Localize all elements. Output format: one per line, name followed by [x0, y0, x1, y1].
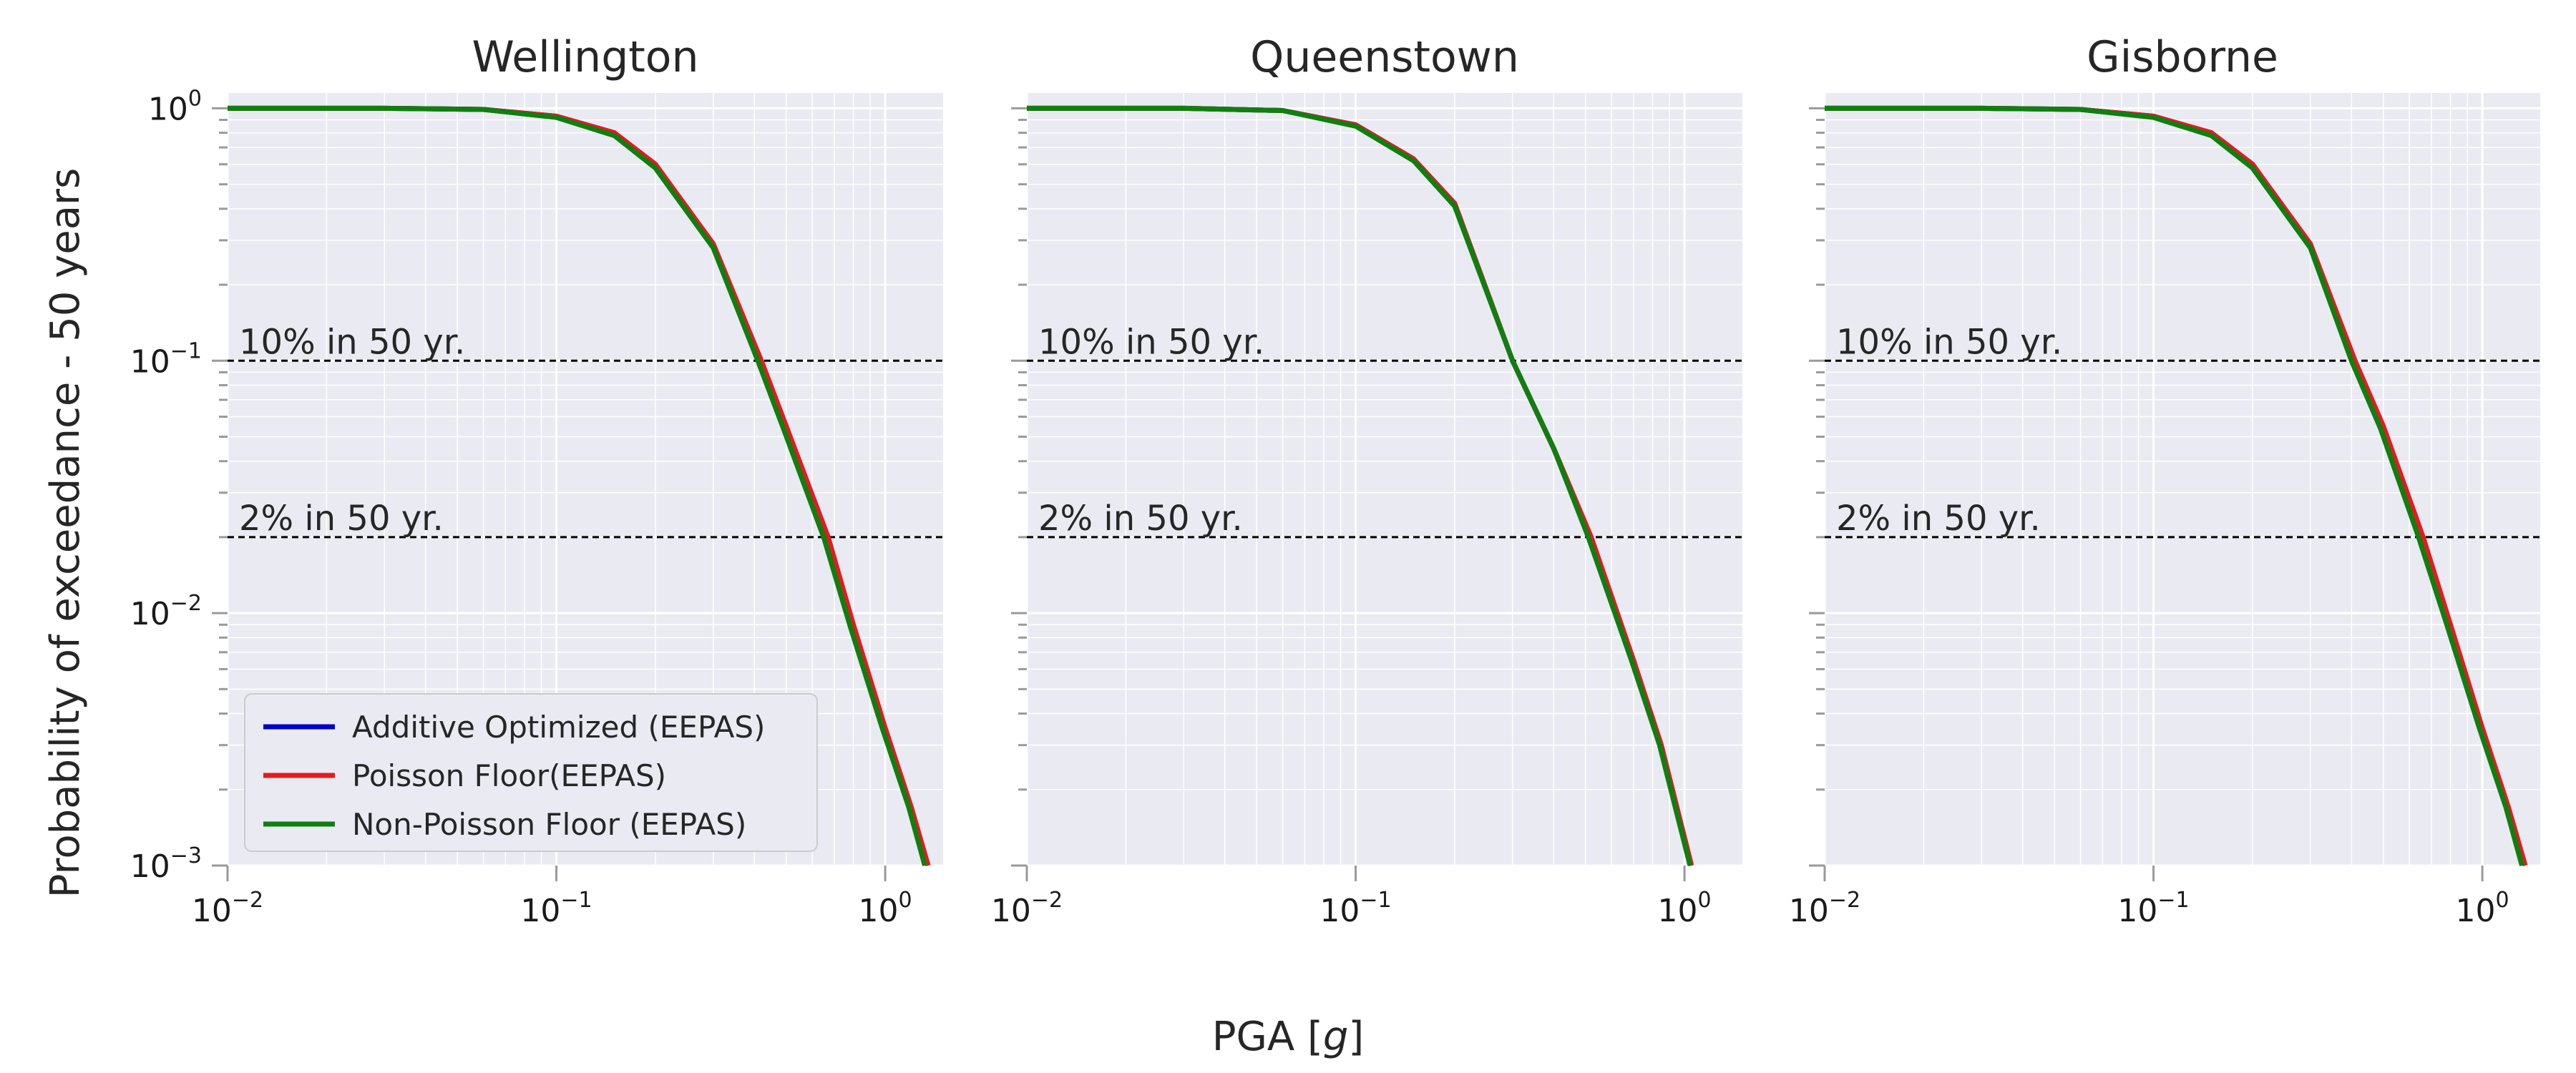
panel-0: 10% in 50 yr.2% in 50 yr.10010−110−210−3… — [130, 32, 943, 929]
panels: 10% in 50 yr.2% in 50 yr.10010−110−210−3… — [130, 32, 2540, 929]
x-tick-base: 10 — [1319, 893, 1360, 929]
panel-title: Queenstown — [1250, 32, 1519, 82]
y-tick-base: 10 — [130, 596, 170, 632]
y-ticks — [212, 107, 228, 867]
x-tick-base: 10 — [520, 893, 560, 929]
x-axis-label-variable: g — [1323, 1014, 1349, 1060]
x-tick-base: 10 — [192, 893, 232, 929]
y-tick-label: 10−1 — [130, 338, 202, 380]
x-tick-exponent: −2 — [232, 888, 263, 913]
reference-label: 10% in 50 yr. — [1836, 322, 2062, 362]
reference-label: 2% in 50 yr. — [1836, 499, 2041, 539]
x-tick-base: 10 — [1789, 893, 1829, 929]
x-tick-exponent: 0 — [2496, 888, 2509, 913]
x-tick-label: 100 — [1658, 888, 1712, 929]
legend-label: Non-Poisson Floor (EEPAS) — [352, 807, 746, 842]
y-tick-exponent: −3 — [170, 843, 202, 868]
x-tick-exponent: −1 — [1360, 888, 1391, 913]
y-tick-base: 10 — [130, 343, 170, 380]
legend-label: Poisson Floor(EEPAS) — [352, 758, 666, 793]
minor-grid — [1825, 93, 2540, 866]
x-tick-label: 10−2 — [192, 888, 263, 929]
x-tick-exponent: −2 — [1829, 888, 1860, 913]
series-line — [1027, 105, 1693, 866]
x-tick-label: 10−1 — [2117, 888, 2189, 929]
plot-area — [1825, 93, 2540, 866]
panel-title: Wellington — [472, 32, 698, 82]
x-tick-label: 100 — [2456, 888, 2509, 929]
y-axis-label: Probability of exceedance - 50 years — [42, 168, 89, 898]
x-ticks — [1025, 866, 1686, 881]
legend-label: Additive Optimized (EEPAS) — [352, 710, 765, 745]
reference-label: 10% in 50 yr. — [1038, 322, 1264, 362]
x-tick-exponent: −2 — [1031, 888, 1063, 913]
y-tick-exponent: −2 — [170, 591, 202, 616]
y-tick-base: 10 — [148, 91, 188, 127]
panel-title: Gisborne — [2087, 32, 2278, 82]
series-line — [228, 105, 927, 866]
x-tick-base: 10 — [2456, 893, 2496, 929]
x-tick-exponent: −1 — [2157, 888, 2189, 913]
y-tick-label: 100 — [148, 86, 202, 127]
x-ticks — [226, 866, 887, 881]
y-tick-label: 10−3 — [130, 843, 202, 885]
x-tick-base: 10 — [2117, 893, 2157, 929]
panel-1: 10% in 50 yr.2% in 50 yr.10−2 10−1 100Quee… — [991, 32, 1742, 929]
reference-label: 2% in 50 yr. — [1038, 499, 1243, 539]
y-ticks — [1011, 107, 1027, 867]
x-tick-base: 10 — [991, 893, 1031, 929]
x-tick-label: 100 — [859, 888, 912, 929]
reference-label: 10% in 50 yr. — [239, 322, 465, 362]
reference-label: 2% in 50 yr. — [239, 499, 444, 539]
x-tick-label: 10−1 — [520, 888, 592, 929]
x-axis-label-suffix: ] — [1348, 1014, 1364, 1060]
y-tick-exponent: −1 — [170, 338, 202, 363]
x-tick-label: 10−2 — [991, 888, 1063, 929]
legend: Additive Optimized (EEPAS) Poisson Floor(… — [244, 693, 818, 852]
x-tick-exponent: −1 — [560, 888, 592, 913]
x-tick-base: 10 — [859, 893, 899, 929]
x-tick-exponent: 0 — [1698, 888, 1712, 913]
y-tick-exponent: 0 — [188, 86, 202, 111]
x-tick-base: 10 — [1658, 893, 1698, 929]
x-ticks — [1823, 866, 2484, 881]
y-ticks — [1809, 107, 1825, 867]
x-tick-exponent: 0 — [899, 888, 912, 913]
x-tick-label: 10−2 — [1789, 888, 1860, 929]
panel-2: 10% in 50 yr.2% in 50 yr.10−2 10−1 100Gisb… — [1789, 32, 2540, 929]
x-tick-label: 10−1 — [1319, 888, 1391, 929]
legend-box — [244, 693, 818, 852]
plot-area — [1027, 93, 1742, 866]
x-axis-label: PGA [g] — [1212, 1014, 1365, 1060]
y-tick-base: 10 — [130, 848, 170, 885]
x-axis-label-prefix: PGA [ — [1212, 1014, 1323, 1060]
y-tick-label: 10−2 — [130, 591, 202, 632]
series-line — [1825, 105, 2524, 866]
